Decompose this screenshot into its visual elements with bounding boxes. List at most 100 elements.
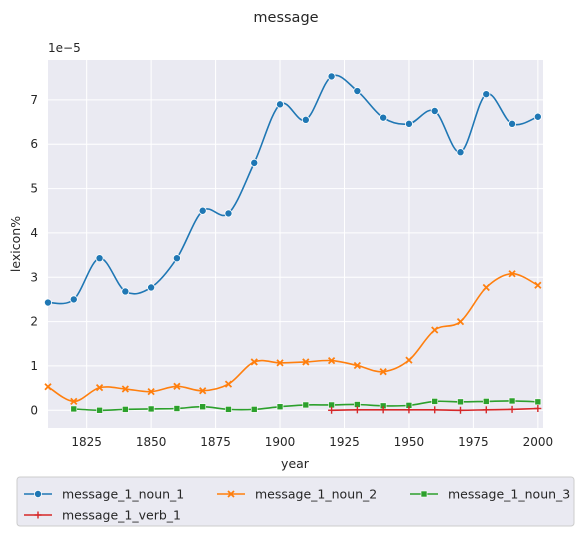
data-point — [534, 281, 542, 289]
data-point — [482, 406, 490, 414]
data-point — [353, 406, 361, 414]
data-point — [508, 270, 516, 278]
data-point — [456, 148, 465, 157]
data-point — [121, 385, 129, 393]
data-point — [276, 100, 285, 109]
series-message_1_noun_1 — [44, 72, 542, 307]
y-tick-label: 4 — [30, 226, 38, 240]
chart-title: message — [253, 10, 318, 26]
data-point — [379, 406, 387, 414]
plot-area — [48, 60, 543, 428]
data-point — [147, 388, 155, 396]
legend-label: message_1_noun_2 — [255, 487, 377, 502]
data-point — [534, 398, 542, 406]
y-tick-labels: 0 1 2 3 4 5 6 7 — [30, 93, 38, 417]
y-tick-label: 0 — [30, 403, 38, 417]
data-point — [353, 361, 362, 370]
x-tick-label: 1900 — [265, 435, 296, 449]
data-point — [95, 384, 104, 392]
data-point — [508, 397, 516, 405]
series-message_1_verb_1 — [328, 404, 542, 414]
data-point — [327, 356, 336, 365]
legend: message_1_noun_1 message_1_noun_2 message_… — [16, 476, 575, 527]
data-point — [456, 317, 465, 326]
x-tick-label: 2000 — [523, 435, 554, 449]
data-point — [250, 406, 258, 413]
legend-label: message_1_noun_3 — [448, 487, 570, 502]
legend-item: message_1_noun_3 — [410, 487, 570, 502]
data-point — [430, 106, 439, 115]
x-tick-label: 1875 — [200, 435, 231, 449]
x-tick-labels: 1825 1850 1875 1900 1925 1950 1975 2000 — [71, 435, 553, 449]
data-point — [405, 406, 413, 414]
data-point — [404, 119, 413, 128]
data-point — [405, 356, 413, 364]
y-tick-label: 2 — [30, 315, 38, 329]
data-point — [44, 298, 53, 307]
data-point — [199, 387, 207, 395]
legend-label: message_1_verb_1 — [62, 508, 181, 523]
data-point — [173, 382, 181, 390]
legend-item: message_1_verb_1 — [24, 508, 181, 523]
data-point — [70, 397, 78, 406]
data-point — [482, 283, 490, 292]
x-axis-label: year — [281, 456, 310, 471]
x-tick-label: 1850 — [136, 435, 167, 449]
data-point — [482, 398, 490, 405]
data-point — [379, 368, 387, 376]
data-point — [534, 404, 542, 412]
data-point — [172, 254, 181, 263]
data-point — [70, 405, 78, 413]
x-tick-label: 1950 — [394, 435, 425, 449]
y-tick-label: 3 — [30, 270, 38, 284]
data-point — [327, 72, 336, 81]
data-point — [121, 287, 130, 296]
data-point — [276, 359, 284, 367]
data-point — [328, 406, 336, 414]
x-tick-label: 1825 — [71, 435, 102, 449]
data-point — [250, 358, 258, 366]
data-point — [199, 403, 206, 411]
data-point — [457, 398, 464, 406]
legend-item: message_1_noun_1 — [24, 487, 184, 502]
y-scale-label: 1e−5 — [48, 41, 81, 55]
data-point — [44, 383, 52, 391]
data-point — [508, 405, 516, 413]
legend-box — [16, 476, 575, 527]
legend-item: message_1_noun_2 — [217, 487, 377, 502]
data-point — [147, 405, 155, 413]
data-point — [198, 206, 207, 215]
data-point — [302, 358, 310, 366]
data-point — [302, 401, 310, 409]
y-tick-label: 5 — [30, 182, 38, 196]
legend-label: message_1_noun_1 — [62, 487, 184, 502]
series-message_1_noun_2 — [44, 270, 542, 406]
series-message_1_noun_3 — [70, 397, 542, 414]
data-point — [431, 326, 439, 334]
legend-marker — [227, 490, 235, 498]
data-point — [508, 119, 517, 128]
data-point — [457, 406, 464, 414]
data-point — [379, 113, 388, 122]
x-tick-label: 1925 — [329, 435, 360, 449]
data-point — [482, 90, 491, 99]
legend-marker — [420, 490, 428, 498]
legend-marker — [34, 489, 43, 498]
y-tick-label: 7 — [30, 93, 38, 107]
data-point — [224, 209, 233, 218]
data-point — [431, 398, 439, 405]
series-layer — [44, 72, 542, 414]
data-point — [353, 87, 362, 96]
data-point — [224, 380, 233, 388]
data-point — [147, 283, 156, 292]
data-point — [276, 403, 284, 411]
y-tick-label: 6 — [30, 137, 38, 151]
x-tick-label: 1975 — [458, 435, 489, 449]
data-point — [69, 295, 78, 304]
data-point — [173, 405, 181, 412]
legend-marker — [34, 511, 42, 519]
data-point — [533, 112, 542, 121]
data-point — [301, 115, 310, 124]
data-point — [122, 406, 129, 413]
